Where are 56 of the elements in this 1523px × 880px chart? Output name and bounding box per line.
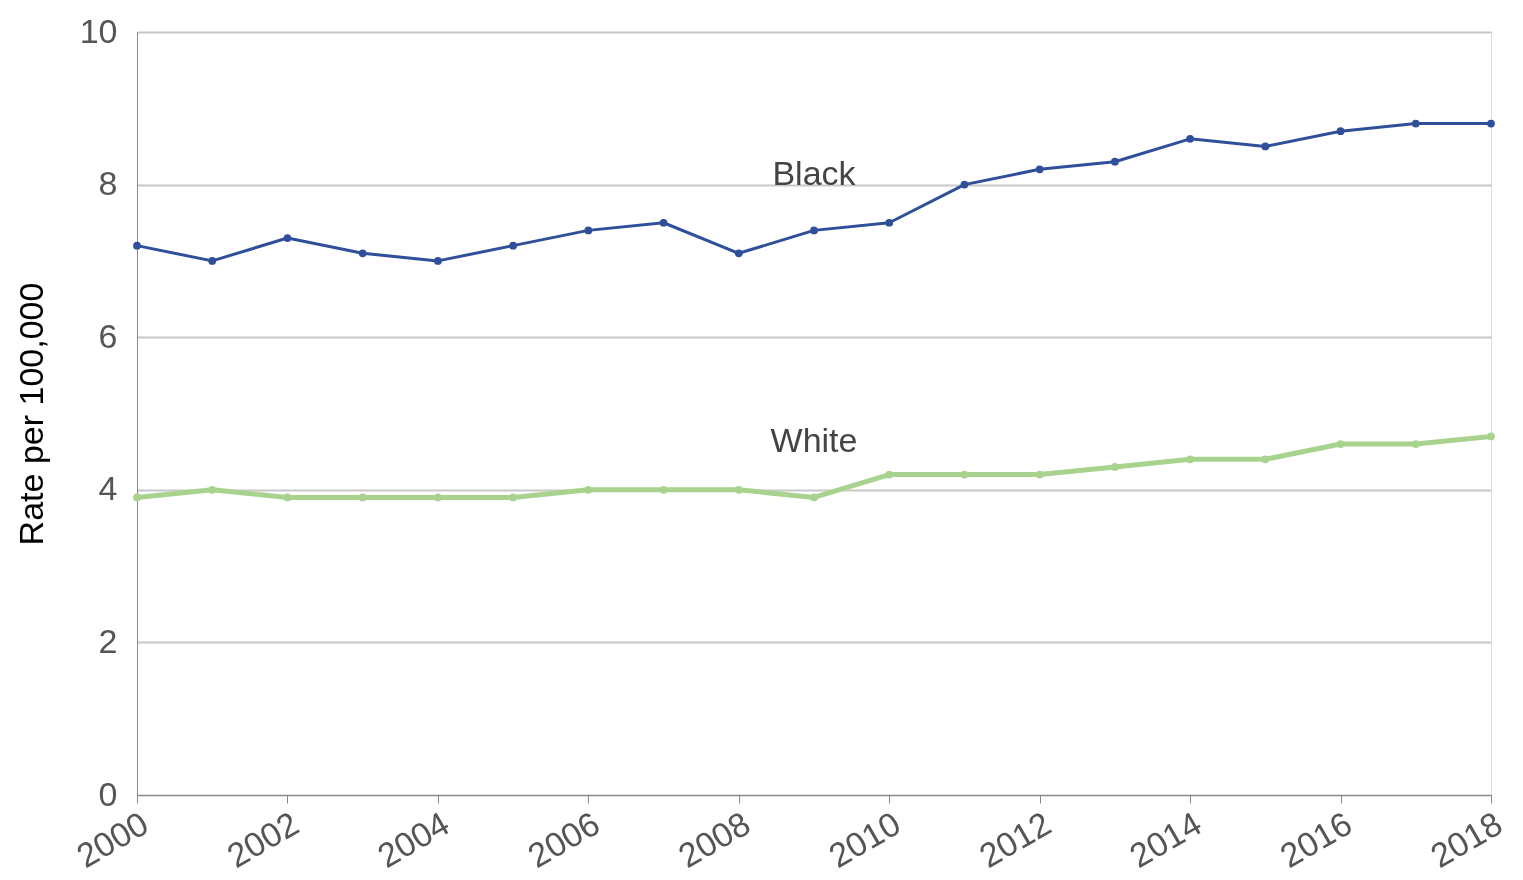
point — [509, 241, 517, 250]
x-tick-label: 2012 — [972, 804, 1058, 875]
point — [1261, 142, 1270, 151]
point — [1411, 440, 1420, 448]
point — [1336, 127, 1345, 136]
point — [283, 234, 292, 242]
point — [208, 257, 217, 265]
y-tick-label: 8 — [98, 164, 118, 203]
x-tick-label: 2004 — [370, 804, 456, 875]
y-tick-label: 4 — [98, 469, 118, 508]
point — [659, 218, 668, 227]
point — [1411, 119, 1420, 128]
y-tick-label: 6 — [98, 316, 118, 355]
y-axis-title: Rate per 100,000 — [11, 282, 50, 546]
y-tick-label: 2 — [98, 621, 118, 660]
point — [434, 257, 442, 265]
point — [734, 485, 743, 494]
x-tick-label: 2006 — [521, 804, 606, 875]
y-tick-label: 10 — [79, 11, 118, 50]
point — [734, 249, 743, 258]
point — [885, 470, 894, 479]
point — [1336, 440, 1345, 448]
point — [659, 485, 668, 494]
point — [1487, 119, 1495, 128]
point — [584, 226, 593, 235]
point — [584, 485, 593, 494]
series-label: White — [770, 421, 858, 460]
point — [960, 180, 969, 189]
point — [960, 470, 969, 479]
point — [1111, 157, 1119, 166]
point — [283, 493, 292, 502]
point — [810, 226, 818, 235]
point — [509, 493, 517, 502]
x-tick-label: 2010 — [822, 804, 907, 875]
point — [1487, 432, 1495, 441]
point — [885, 218, 894, 227]
y-tick-label: 0 — [98, 774, 118, 813]
series-label: Black — [772, 154, 857, 193]
point — [1111, 463, 1119, 471]
point — [1261, 455, 1270, 464]
point — [358, 249, 367, 258]
x-tick-label: 2018 — [1423, 804, 1509, 875]
point — [1186, 455, 1194, 464]
point — [434, 493, 442, 502]
point — [810, 493, 818, 502]
point — [133, 241, 141, 250]
x-tick-label: 2014 — [1123, 804, 1208, 875]
point — [1186, 134, 1194, 143]
point — [208, 485, 217, 494]
x-tick-label: 2002 — [220, 804, 305, 875]
x-tick-label: 2016 — [1273, 804, 1359, 875]
point — [1035, 470, 1044, 479]
point — [133, 493, 141, 502]
point — [1035, 165, 1044, 174]
x-tick-label: 2008 — [671, 804, 757, 875]
point — [358, 493, 367, 502]
